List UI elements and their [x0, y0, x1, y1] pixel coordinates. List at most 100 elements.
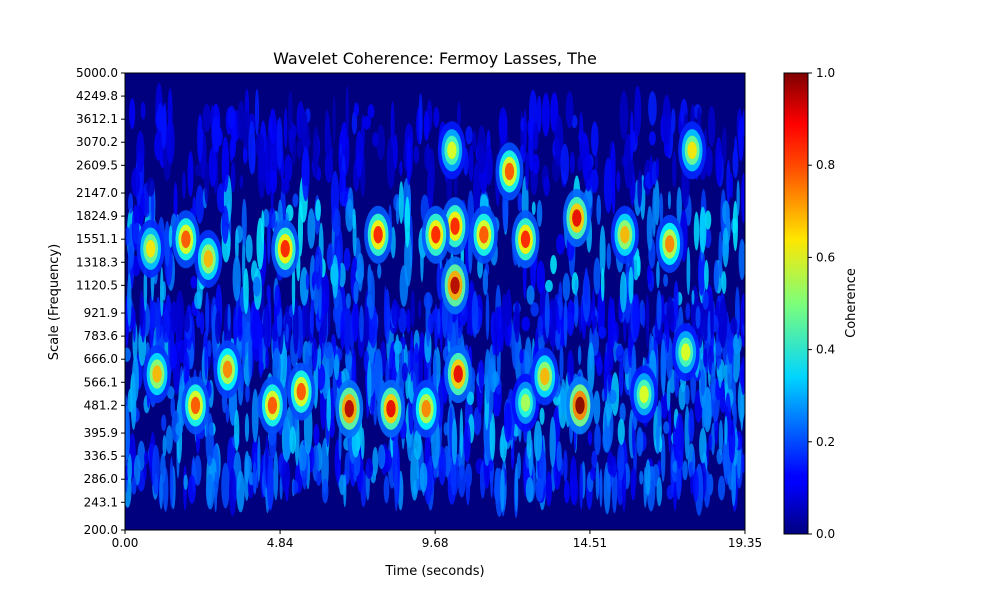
coherence-cell — [630, 467, 637, 491]
coherence-cell — [700, 368, 706, 397]
coherence-cell — [127, 453, 132, 485]
coherence-cell — [516, 452, 521, 480]
coherence-cell — [531, 153, 540, 175]
coherence-cell — [339, 169, 347, 207]
coherence-cell — [418, 299, 422, 319]
coherence-cell — [268, 207, 276, 230]
coherence-cell — [463, 420, 471, 464]
coherence-cell — [245, 234, 253, 263]
coherence-cell — [573, 292, 579, 328]
coherence-cell — [549, 416, 556, 468]
colorbar-ticks: 0.0 0.2 0.4 0.6 0.8 1.0 — [808, 66, 835, 541]
y-tick-label: 5000.0 — [76, 66, 118, 80]
coherence-cell — [594, 423, 601, 456]
coherence-hotspot — [447, 141, 457, 160]
coherence-cell — [594, 152, 599, 173]
coherence-cell — [320, 272, 330, 315]
coherence-cell — [287, 90, 293, 132]
coherence-cell — [741, 308, 745, 326]
coherence-hotspot — [181, 230, 191, 248]
coherence-cell — [321, 478, 329, 504]
coherence-cell — [642, 304, 646, 329]
coherence-cell — [556, 440, 562, 472]
coherence-cell — [492, 370, 499, 388]
coherence-cell — [343, 474, 347, 508]
coherence-cell — [593, 390, 601, 425]
colorbar-tick-label: 0.8 — [816, 158, 835, 172]
coherence-cell — [394, 334, 400, 374]
coherence-cell — [599, 468, 603, 508]
coherence-hotspot — [203, 250, 213, 268]
coherence-hotspot — [520, 230, 531, 248]
coherence-cell — [567, 311, 575, 337]
coherence-cell — [252, 461, 257, 495]
coherence-cell — [383, 449, 393, 472]
coherence-cell — [581, 133, 590, 181]
x-tick-label: 19.35 — [728, 536, 762, 550]
coherence-cell — [684, 405, 690, 460]
coherence-cell — [457, 464, 466, 498]
coherence-cell — [485, 291, 490, 341]
coherence-cell — [697, 250, 706, 296]
coherence-cell — [684, 384, 690, 406]
coherence-cell — [363, 115, 371, 130]
coherence-cell — [331, 254, 339, 299]
coherence-cell — [542, 92, 550, 137]
coherence-cell — [649, 155, 653, 188]
coherence-cell — [274, 284, 281, 316]
coherence-cell — [718, 365, 723, 389]
x-tick-label: 0.00 — [112, 536, 139, 550]
coherence-cell — [207, 339, 212, 358]
coherence-hotspot — [222, 360, 233, 379]
coherence-cell — [484, 348, 491, 404]
coherence-cell — [676, 186, 682, 228]
coherence-cell — [128, 192, 134, 214]
coherence-cell — [608, 347, 614, 372]
coherence-cell — [292, 480, 299, 495]
coherence-hotspot — [190, 396, 201, 415]
coherence-cell — [202, 103, 211, 133]
coherence-cell — [695, 305, 701, 329]
coherence-cell — [194, 291, 202, 310]
coherence-cell — [211, 116, 221, 153]
coherence-cell — [655, 157, 660, 179]
coherence-cell — [324, 341, 334, 359]
coherence-cell — [410, 330, 414, 383]
coherence-cell — [600, 267, 605, 302]
coherence-cell — [377, 444, 386, 470]
coherence-cell — [345, 85, 349, 140]
coherence-cell — [404, 196, 411, 248]
coherence-cell — [195, 310, 202, 328]
coherence-cell — [733, 401, 737, 430]
coherence-cell — [367, 269, 375, 320]
coherence-cell — [300, 110, 308, 152]
coherence-cell — [437, 307, 441, 336]
coherence-cell — [413, 145, 420, 164]
coherence-cell — [740, 356, 745, 396]
coherence-cell — [599, 225, 606, 278]
coherence-cell — [726, 159, 731, 204]
coherence-cell — [741, 173, 745, 224]
coherence-hotspot — [450, 276, 460, 295]
coherence-cell — [685, 302, 691, 320]
coherence-cell — [632, 293, 641, 339]
coherence-cell — [261, 209, 265, 244]
coherence-cell — [394, 461, 399, 512]
coherence-cell — [673, 280, 679, 320]
coherence-cell — [646, 294, 650, 348]
coherence-cell — [367, 104, 375, 119]
coherence-cell — [736, 179, 740, 216]
coherence-cell — [702, 290, 709, 310]
coherence-cell — [315, 199, 321, 221]
coherence-cell — [501, 294, 508, 336]
coherence-cell — [391, 299, 399, 328]
coherence-cell — [577, 155, 583, 172]
coherence-cell — [699, 427, 707, 464]
coherence-cell — [519, 348, 524, 364]
coherence-cell — [221, 205, 229, 245]
coherence-cell — [603, 157, 613, 213]
coherence-cell — [672, 151, 677, 188]
coherence-cell — [183, 311, 191, 333]
coherence-cell — [721, 271, 727, 295]
coherence-cell — [333, 353, 340, 381]
